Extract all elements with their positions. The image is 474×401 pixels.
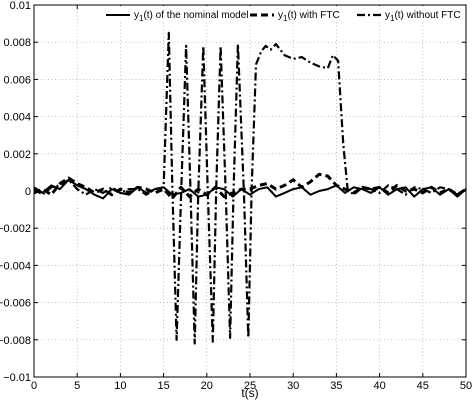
x-tick-label: 20 <box>201 380 213 392</box>
x-tick-label: 40 <box>373 380 385 392</box>
x-axis-label: t(s) <box>241 386 258 400</box>
series-line-1 <box>33 178 467 200</box>
legend: y1(t) of the nominal model y1(t) with FTC… <box>103 6 465 23</box>
ticks: 0 5 10 15 20 25 30 35 40 45 50 −0.01 −0.008 −0.006 −0.… <box>0 0 472 392</box>
x-tick-label: 15 <box>157 380 169 392</box>
x-tick-label: 45 <box>417 380 429 392</box>
y-tick-label: −0.01 <box>3 372 31 384</box>
x-tick-label: 35 <box>330 380 342 392</box>
legend-label-2: y1(t) with FTC <box>278 10 340 23</box>
y-tick-label: 0 <box>25 186 31 198</box>
y-tick-label: −0.008 <box>0 335 31 347</box>
y-tick-label: −0.004 <box>0 260 31 272</box>
x-tick-label: 0 <box>31 380 37 392</box>
x-tick-label: 30 <box>287 380 299 392</box>
legend-label-1: y1(t) of the nominal model <box>134 10 249 23</box>
x-tick-label: 25 <box>244 380 256 392</box>
y-tick-label: 0.008 <box>3 37 31 49</box>
x-tick-label: 5 <box>74 380 80 392</box>
y-tick-label: 0.002 <box>3 149 31 161</box>
y-tick-label: −0.006 <box>0 298 31 310</box>
y-tick-label: 0.006 <box>3 74 31 86</box>
series-layer <box>33 31 467 345</box>
series-line-2 <box>33 172 467 200</box>
y-tick-label: −0.002 <box>0 223 31 235</box>
y-tick-label: 0.004 <box>3 112 31 124</box>
x-tick-label: 10 <box>114 380 126 392</box>
legend-box <box>103 6 465 21</box>
series-line-3 <box>33 31 467 345</box>
legend-label-3: y1(t) without FTC <box>385 10 461 23</box>
x-tick-label: 50 <box>460 380 472 392</box>
y-tick-label: 0.01 <box>10 0 31 12</box>
